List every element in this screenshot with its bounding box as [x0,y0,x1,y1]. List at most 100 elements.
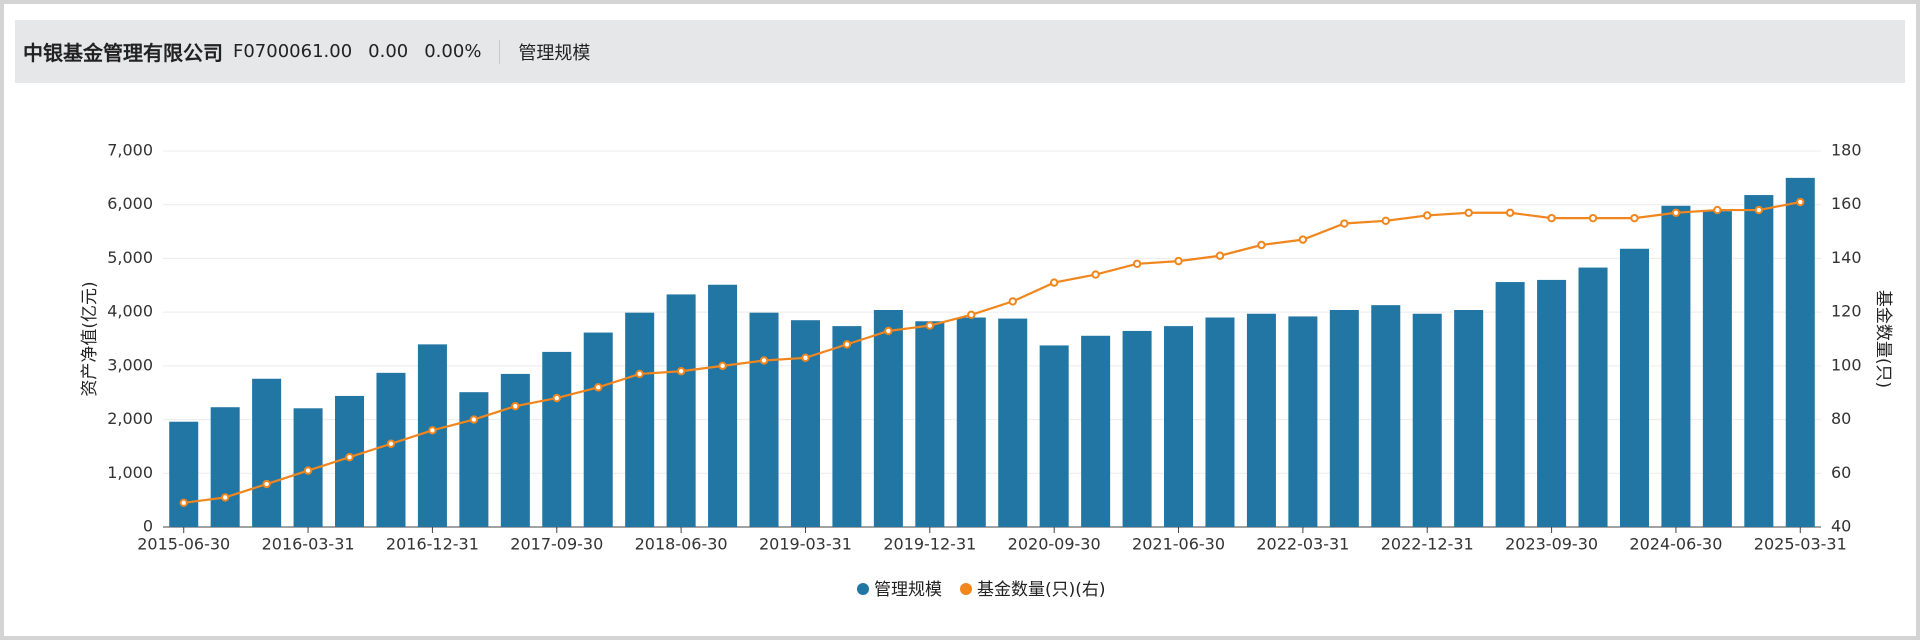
bar [998,318,1028,527]
x-tick-label: 2018-06-30 [635,535,728,554]
line-point [1505,208,1515,217]
line-point [1340,219,1349,228]
bar [1454,309,1484,527]
y-tick-label: 0 [143,517,153,536]
tab[interactable]: 管理规模 [518,42,591,64]
x-tick-label: 2022-03-31 [1256,535,1349,554]
x-tick-label: 2015-06-30 [137,535,230,554]
line-point [469,415,479,424]
line-point [884,326,893,336]
line-point [386,439,396,448]
line-point [552,393,561,403]
bar [1495,282,1525,527]
bar [417,344,447,527]
y-tick-label: 2,000 [107,409,153,428]
y-tick-label: 5,000 [107,248,153,267]
legend-marker [857,583,869,595]
x-tick-label: 2021-06-30 [1132,535,1225,554]
line-point [635,369,644,379]
y2-tick-label: 140 [1831,248,1862,267]
line-point [220,493,230,502]
bar [873,309,903,527]
line-point [676,367,686,376]
bar [252,378,282,527]
legend-label[interactable]: 基金数量(只)(右) [977,580,1106,600]
company-name: 中银基金管理有限公司 [23,41,223,65]
y-tick-label: 4,000 [107,302,153,321]
line-point [718,361,727,371]
line-point [1215,251,1225,260]
bar [335,395,365,527]
header: 中银基金管理有限公司 F0700061.00 0.00 0.00% 管理规模 [15,20,1905,83]
line-point [1796,197,1805,207]
bar [1661,205,1691,527]
legend-marker [960,583,972,595]
bar [1371,305,1401,527]
x-tick-label: 2020-09-30 [1008,535,1101,554]
change: 0.00 [368,41,409,62]
line-point [303,466,313,475]
bar [169,421,199,527]
line-point [1588,213,1598,223]
bar [749,312,779,527]
line-point [1713,205,1722,215]
bar [708,284,738,527]
x-tick-label: 2017-09-30 [510,535,603,554]
line-point [759,356,769,365]
line-point [1174,256,1183,266]
line-point [842,340,852,349]
bar [1288,316,1318,527]
bar [915,321,945,527]
line-point [1671,208,1681,217]
y2-tick-label: 40 [1831,517,1851,536]
line-point [1008,297,1017,306]
y-axis-title: 资产净值(亿元) [80,281,100,396]
bar [1537,279,1567,527]
bar [1122,330,1152,527]
y2-tick-label: 60 [1831,463,1851,482]
bar [1039,345,1069,527]
bar [666,294,696,527]
separator [499,39,501,64]
y-tick-label: 3,000 [107,355,153,374]
line-point [428,426,437,435]
y2-tick-label: 160 [1831,194,1862,213]
line-point [1423,211,1432,220]
y-tick-label: 7,000 [107,141,153,160]
bar [376,372,406,527]
bar [1412,313,1442,527]
line-point [1132,259,1142,268]
line-point [1630,213,1639,223]
line-point [1257,240,1266,250]
bar [1744,195,1774,527]
bar [1081,335,1111,527]
x-tick-label: 2019-03-31 [759,535,852,554]
bar [583,332,613,527]
x-tick-label: 2016-03-31 [262,535,355,554]
y2-axis-title: 基金数量(只) [1873,290,1893,388]
x-tick-label: 2022-12-31 [1381,535,1474,554]
bar [1702,211,1732,527]
line-point [511,401,520,411]
bar [1164,326,1194,527]
y2-tick-label: 120 [1831,302,1862,321]
x-tick-label: 2025-03-31 [1754,535,1847,554]
y2-tick-label: 180 [1831,141,1862,160]
line [183,200,1801,504]
line-point [179,498,188,508]
line-point [1298,235,1308,244]
line-point [967,310,976,320]
legend-label[interactable]: 管理规模 [874,580,942,600]
line-point [801,353,810,362]
x-tick-label: 2016-12-31 [386,535,479,554]
change-pct: 0.00% [424,41,482,62]
bar [210,407,240,527]
bar [832,326,862,527]
line-point [1381,216,1390,226]
bar [790,320,820,527]
bar [1578,267,1608,527]
y-tick-label: 1,000 [107,463,153,482]
bar [1329,309,1359,527]
line-point [262,479,271,489]
bar [500,373,530,527]
